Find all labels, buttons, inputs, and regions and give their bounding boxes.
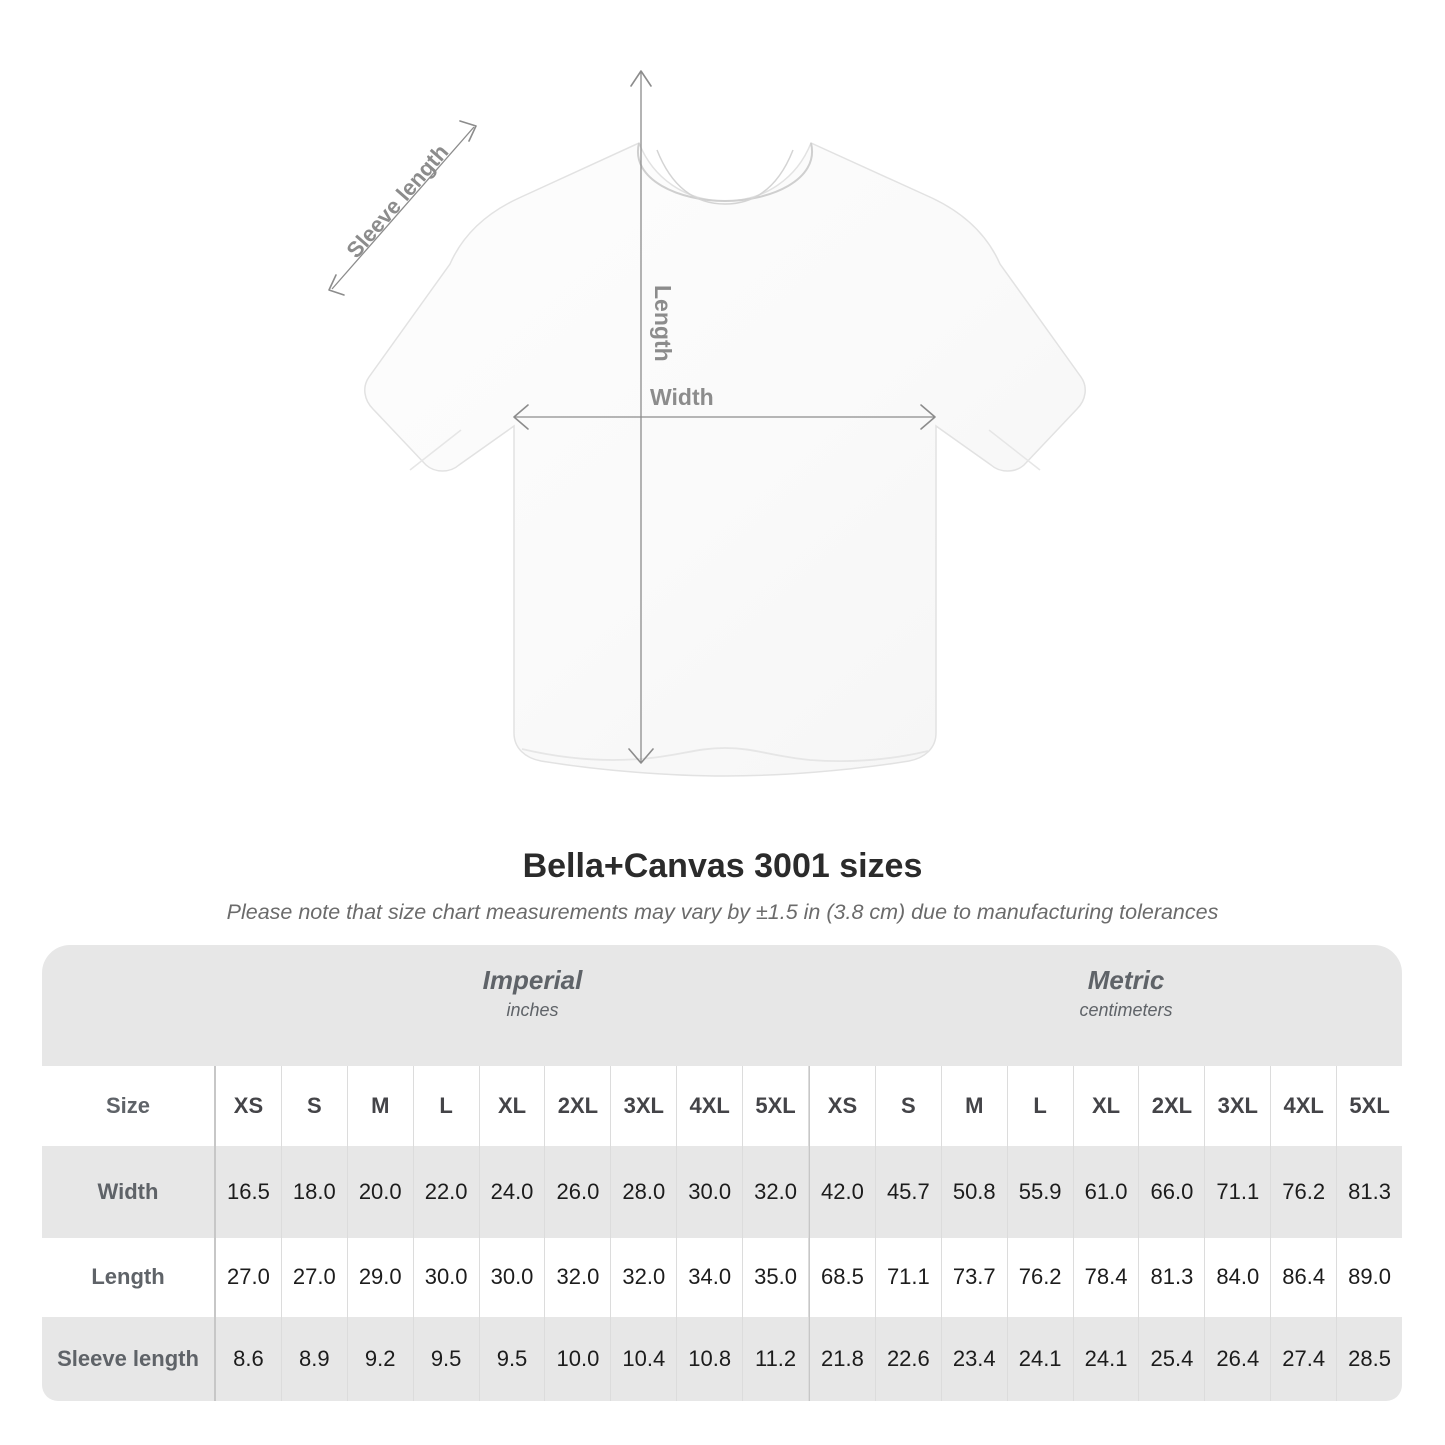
svg-text:Sleeve length: Sleeve length (341, 139, 453, 262)
svg-text:Width: Width (650, 384, 714, 410)
svg-text:Length: Length (650, 285, 676, 362)
